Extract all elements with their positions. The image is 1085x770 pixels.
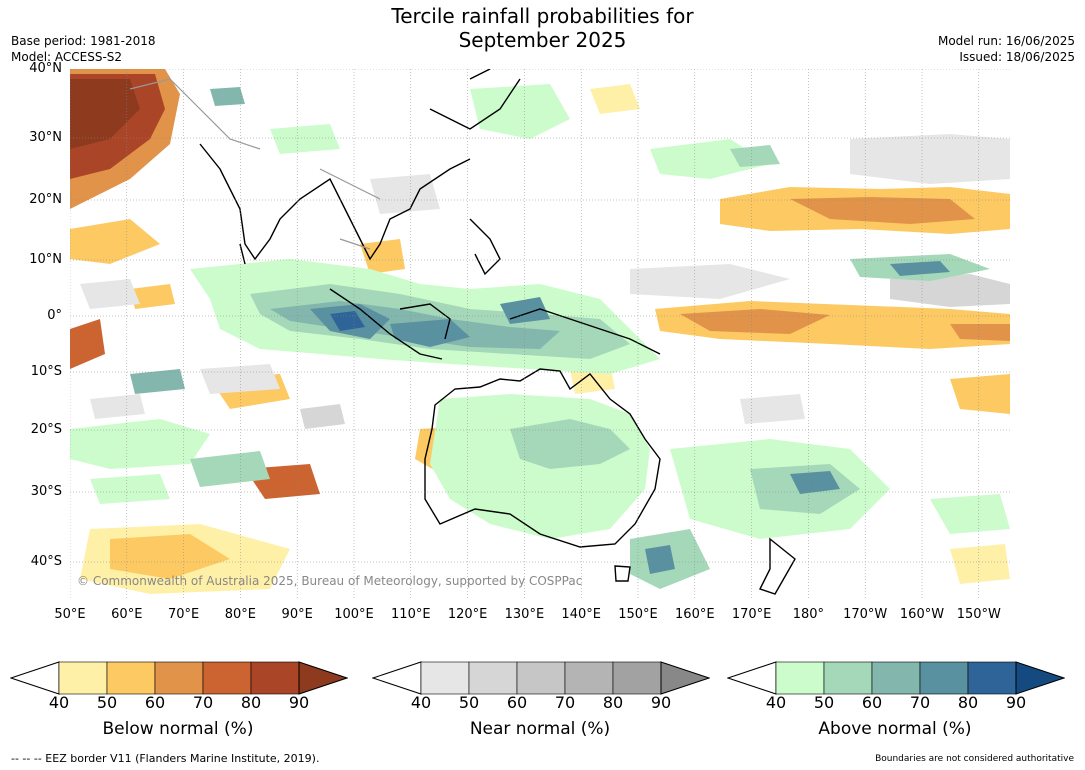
colorbar <box>727 661 1065 695</box>
eez-footnote: -- -- -- EEZ border V11 (Flanders Marine… <box>11 752 320 765</box>
colorbar-segment <box>871 661 921 695</box>
colorbar-tick-label: 40 <box>48 693 70 712</box>
lon-label: 160°W <box>899 607 945 622</box>
colorbar-segment <box>919 661 969 695</box>
colorbar <box>10 661 348 695</box>
coastlines <box>199 69 796 595</box>
colorbar-tick-label: 70 <box>909 693 931 712</box>
colorbar-tick-label: 50 <box>813 693 835 712</box>
colorbar-tick-label: 60 <box>506 693 528 712</box>
lon-label: 100°E <box>334 607 374 622</box>
lon-label: 160°E <box>675 607 715 622</box>
colorbar-title: Below normal (%) <box>102 719 254 739</box>
colorbar-tick-label: 60 <box>144 693 166 712</box>
lat-label: 10°S <box>30 364 62 379</box>
map-title: Tercile rainfall probabilities for Septe… <box>0 4 1085 52</box>
colorbar-tick-label: 90 <box>1005 693 1027 712</box>
colorbar-title: Near normal (%) <box>469 719 611 739</box>
colorbar-segment <box>420 661 470 695</box>
map-panel <box>70 69 1010 600</box>
lon-label: 110°E <box>391 607 431 622</box>
meta-left: Base period: 1981-2018 Model: ACCESS-S2 <box>11 33 156 65</box>
lat-label: 20°S <box>30 422 62 437</box>
title-line-1: Tercile rainfall probabilities for <box>391 4 694 28</box>
colorbar <box>372 661 710 695</box>
lon-label: 170°W <box>843 607 888 622</box>
colorbar-segment <box>967 661 1017 695</box>
borders <box>129 78 381 250</box>
colorbar-segment <box>823 661 873 695</box>
lon-label: 140°E <box>561 607 601 622</box>
lat-label: 0° <box>47 308 62 323</box>
model-run: Model run: 16/06/2025 <box>937 34 1075 48</box>
lon-label: 170°E <box>731 607 772 622</box>
lon-label: 150°W <box>956 607 1001 622</box>
lon-label: 120°E <box>447 607 488 622</box>
colorbar-segment <box>516 661 566 695</box>
lat-label: 40°S <box>30 554 62 569</box>
lat-label: 30°N <box>29 130 62 145</box>
lon-label: 180° <box>792 607 825 622</box>
colorbar-segment <box>468 661 518 695</box>
colorbar-segment <box>612 661 662 695</box>
colorbar-segment <box>154 661 204 695</box>
issued-date: Issued: 18/06/2025 <box>959 50 1075 64</box>
lon-label: 70°E <box>167 607 200 622</box>
lat-label: 20°N <box>29 192 62 207</box>
colorbar-title: Above normal (%) <box>818 719 972 739</box>
colorbar-tick-label: 90 <box>650 693 672 712</box>
lat-label: 40°N <box>29 61 62 76</box>
colorbar-tick-label: 40 <box>765 693 787 712</box>
lon-label: 80°E <box>224 607 257 622</box>
colorbar-tick-label: 50 <box>458 693 480 712</box>
lon-label: 90°E <box>281 607 313 622</box>
meta-right: Model run: 16/06/2025 Issued: 18/06/2025 <box>938 33 1075 65</box>
colorbar-segment <box>775 661 825 695</box>
lon-label: 150°E <box>618 607 658 622</box>
boundary-disclaimer: Boundaries are not considered authoritat… <box>875 754 1074 764</box>
colorbar-tick-label: 80 <box>602 693 624 712</box>
colorbar-segment <box>250 661 300 695</box>
above-normal-regions <box>70 84 1010 589</box>
model-name: Model: ACCESS-S2 <box>11 50 123 64</box>
colorbar-tick-label: 70 <box>554 693 576 712</box>
colorbar-tick-label: 80 <box>957 693 979 712</box>
colorbar-tick-label: 60 <box>861 693 883 712</box>
base-period: Base period: 1981-2018 <box>11 34 156 48</box>
lat-label: 10°N <box>29 252 62 267</box>
lon-label: 50°E <box>54 607 86 622</box>
graticule <box>70 69 1010 600</box>
probability-map <box>70 69 1010 600</box>
title-line-2: September 2025 <box>458 28 627 52</box>
colorbar-tick-label: 70 <box>192 693 214 712</box>
copyright-notice: © Commonwealth of Australia 2025, Bureau… <box>77 574 583 588</box>
colorbar-segment <box>106 661 156 695</box>
lon-label: 130°E <box>504 607 545 622</box>
colorbar-tick-label: 80 <box>240 693 262 712</box>
colorbar-tick-label: 50 <box>96 693 118 712</box>
lat-label: 30°S <box>30 484 62 499</box>
near-normal-regions <box>80 134 1010 429</box>
colorbar-tick-label: 90 <box>288 693 310 712</box>
colorbar-segment <box>564 661 614 695</box>
colorbar-segment <box>202 661 252 695</box>
colorbar-segment <box>58 661 108 695</box>
colorbar-tick-label: 40 <box>410 693 432 712</box>
lon-label: 60°E <box>111 607 143 622</box>
